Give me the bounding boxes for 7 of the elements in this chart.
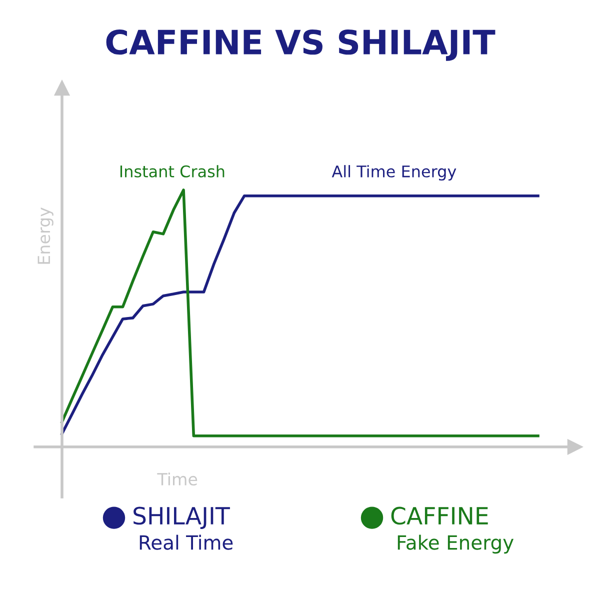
chart-title: CAFFINE VS SHILAJIT <box>106 29 496 61</box>
legend-label: SHILAJIT <box>134 506 230 530</box>
text: Instant Crash <box>120 165 224 178</box>
text: All Time Energy <box>332 165 456 181</box>
text: Fake Energy <box>398 534 514 554</box>
text: Real Time <box>140 534 233 550</box>
legend-label: CAFFINE <box>391 506 488 525</box>
